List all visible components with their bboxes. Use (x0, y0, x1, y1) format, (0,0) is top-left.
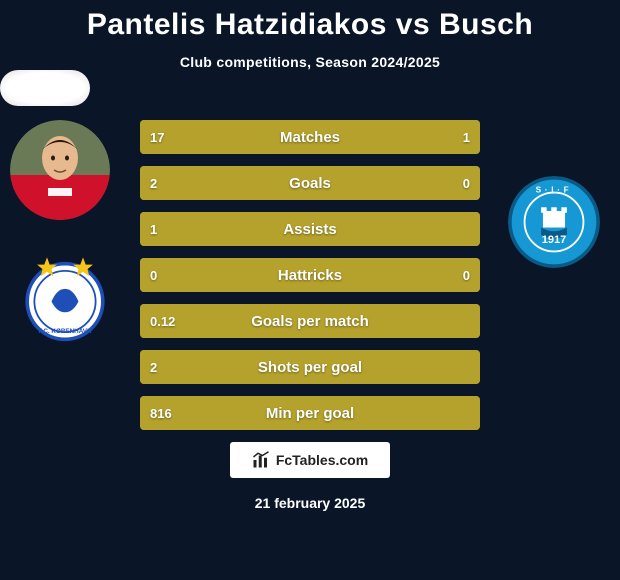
stat-bar: Min per goal816 (140, 396, 480, 430)
stat-bar: Hattricks0 0 (140, 258, 480, 292)
player2-avatar (0, 70, 90, 106)
stat-bar-left-value: 2 (150, 166, 157, 200)
stat-bar-label: Goals (140, 166, 480, 200)
player2-club-crest: 1917 S·I·F (508, 176, 600, 268)
stat-bar-label: Assists (140, 212, 480, 246)
stat-bar-right-value: 0 (463, 166, 470, 200)
stat-bar-label: Shots per goal (140, 350, 480, 384)
stat-bar: Goals per match0.12 (140, 304, 480, 338)
stat-bar: Shots per goal2 (140, 350, 480, 384)
page-title: Pantelis Hatzidiakos vs Busch (0, 0, 620, 42)
page-date: 21 february 2025 (0, 495, 620, 511)
stat-bar-right-value: 1 (463, 120, 470, 154)
player1-avatar-svg (10, 120, 110, 220)
stat-bar-label: Goals per match (140, 304, 480, 338)
crest2-svg: 1917 S·I·F (508, 176, 600, 268)
page-subtitle: Club competitions, Season 2024/2025 (0, 54, 620, 70)
stat-bar-label: Matches (140, 120, 480, 154)
chart-icon (252, 451, 270, 469)
stat-bar-left-value: 0.12 (150, 304, 175, 338)
stat-bar-left-value: 0 (150, 258, 157, 292)
player1-avatar (10, 120, 110, 220)
crest2-year: 1917 (542, 234, 567, 246)
svg-text:F.C. KØBENHAVN: F.C. KØBENHAVN (38, 328, 92, 335)
crest1-svg: F.C. KØBENHAVN (20, 252, 110, 342)
stat-bar-left-value: 17 (150, 120, 164, 154)
stat-bar-left-value: 1 (150, 212, 157, 246)
stat-bar-label: Min per goal (140, 396, 480, 430)
player1-club-crest: F.C. KØBENHAVN (20, 252, 110, 342)
crest2-letters: S·I·F (536, 186, 573, 195)
stat-bar-right-value: 0 (463, 258, 470, 292)
stat-bar-left-value: 816 (150, 396, 172, 430)
stat-bar-label: Hattricks (140, 258, 480, 292)
stat-bar: Goals2 0 (140, 166, 480, 200)
comparison-bars: Matches171Goals20Assists1Hattricks00Goal… (140, 120, 480, 442)
stat-bar-left-value: 2 (150, 350, 157, 384)
fctables-badge: FcTables.com (230, 442, 390, 478)
fctables-label: FcTables.com (276, 452, 368, 468)
stat-bar: Matches17 1 (140, 120, 480, 154)
stat-bar: Assists1 (140, 212, 480, 246)
